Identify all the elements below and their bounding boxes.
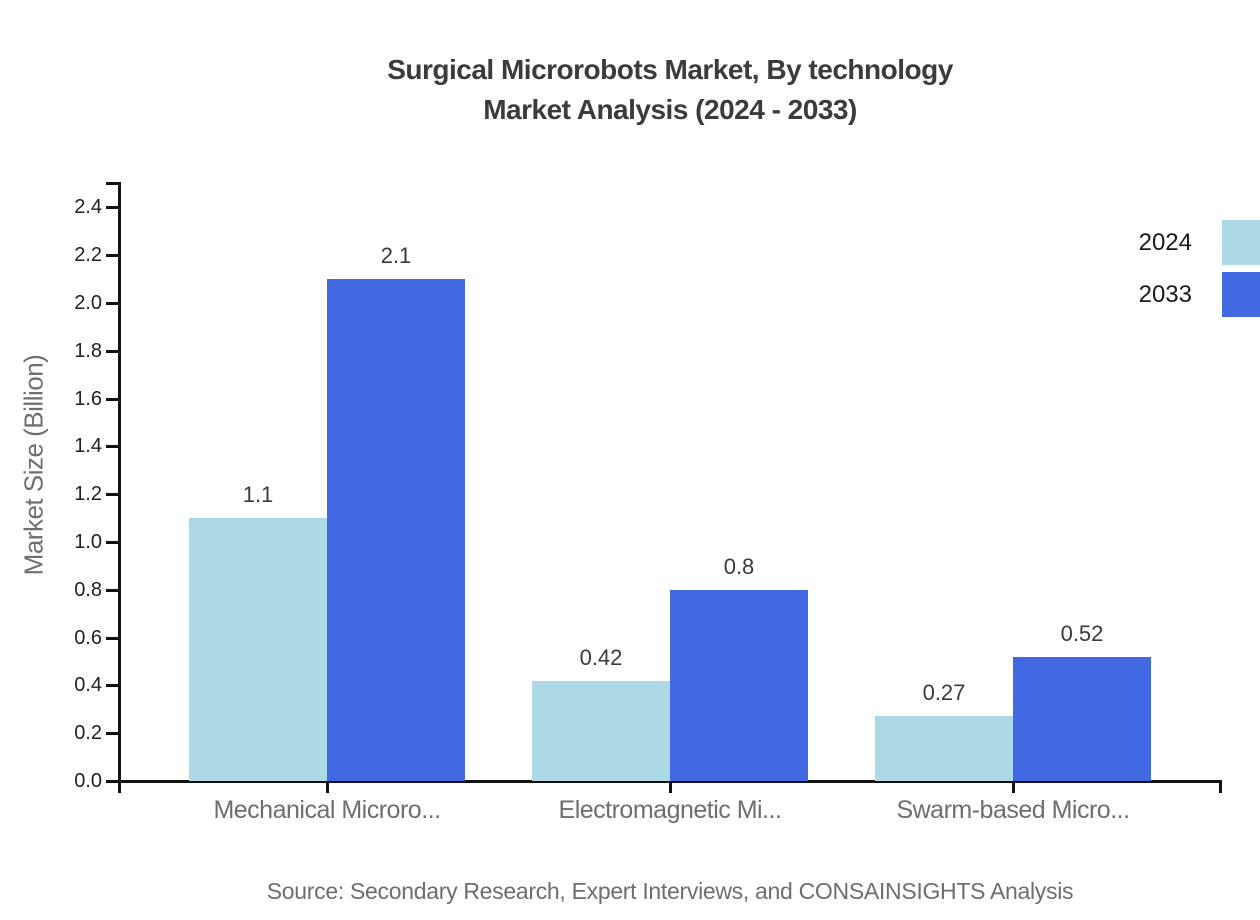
source-text: Source: Secondary Research, Expert Inter…: [266, 878, 1074, 904]
x-tick-mark: [669, 780, 672, 793]
y-tick-label: 1.4: [74, 435, 102, 457]
y-tick-mark: [106, 302, 118, 305]
legend-label-2033: 2033: [1138, 280, 1192, 308]
y-axis-line: [118, 182, 121, 793]
bar-2024-2: [532, 681, 670, 781]
y-tick-mark: [106, 637, 118, 640]
y-tick-label: 2.2: [74, 244, 102, 266]
x-category-label: Mechanical Microro...: [213, 796, 441, 824]
y-tick-mark: [106, 541, 118, 544]
x-tick-mark: [326, 780, 329, 793]
bar-value-label: 0.42: [579, 645, 623, 670]
y-axis-end-cap: [106, 182, 118, 185]
chart-title-block: Surgical Microrobots Market, By technolo…: [90, 50, 1250, 130]
y-tick-mark: [106, 445, 118, 448]
legend-swatch-2024: [1222, 220, 1260, 265]
x-category-label: Swarm-based Micro...: [896, 796, 1130, 824]
y-tick-label: 0.2: [74, 722, 102, 744]
y-tick-label: 1.2: [74, 483, 102, 505]
bar-2024-3: [875, 716, 1013, 781]
y-tick-mark: [106, 684, 118, 687]
x-tick-mark: [1012, 780, 1015, 793]
bar-2033-3: [1013, 657, 1151, 781]
y-tick-label: 0.8: [74, 579, 102, 601]
x-axis-end-cap: [1219, 780, 1222, 793]
legend-item-2033: 2033: [1139, 272, 1260, 317]
bar-value-label: 0.27: [922, 680, 966, 705]
bar-2024-1: [189, 518, 327, 781]
legend-swatch-2033: [1222, 272, 1260, 317]
bar-2033-1: [327, 279, 465, 781]
bar-value-label: 1.1: [242, 482, 274, 507]
y-tick-mark: [106, 493, 118, 496]
x-category-label: Electromagnetic Mi...: [558, 796, 782, 824]
chart-subtitle: Market Analysis (2024 - 2033): [483, 94, 857, 125]
y-tick-mark: [106, 350, 118, 353]
bar-value-label: 0.8: [723, 554, 755, 579]
y-tick-label: 2.4: [74, 196, 102, 218]
y-tick-mark: [106, 254, 118, 257]
legend-label-2024: 2024: [1138, 228, 1192, 256]
chart-title: Surgical Microrobots Market, By technolo…: [387, 54, 953, 85]
y-tick-mark: [106, 398, 118, 401]
y-tick-label: 1.6: [74, 388, 102, 410]
y-tick-label: 2.0: [74, 292, 102, 314]
bar-value-label: 0.52: [1060, 621, 1104, 646]
legend-item-2024: 2024: [1139, 220, 1260, 265]
bar-2033-2: [670, 590, 808, 781]
y-tick-label: 0.0: [74, 770, 102, 792]
y-tick-mark: [106, 589, 118, 592]
bar-value-label: 2.1: [380, 243, 412, 268]
y-tick-label: 1.8: [74, 340, 102, 362]
y-tick-mark: [106, 780, 118, 783]
y-tick-label: 1.0: [74, 531, 102, 553]
y-tick-label: 0.6: [74, 627, 102, 649]
y-tick-mark: [106, 732, 118, 735]
y-tick-mark: [106, 206, 118, 209]
legend: 2024 2033: [1139, 220, 1260, 317]
y-tick-label: 0.4: [74, 674, 102, 696]
x-axis-line: [106, 780, 1222, 783]
